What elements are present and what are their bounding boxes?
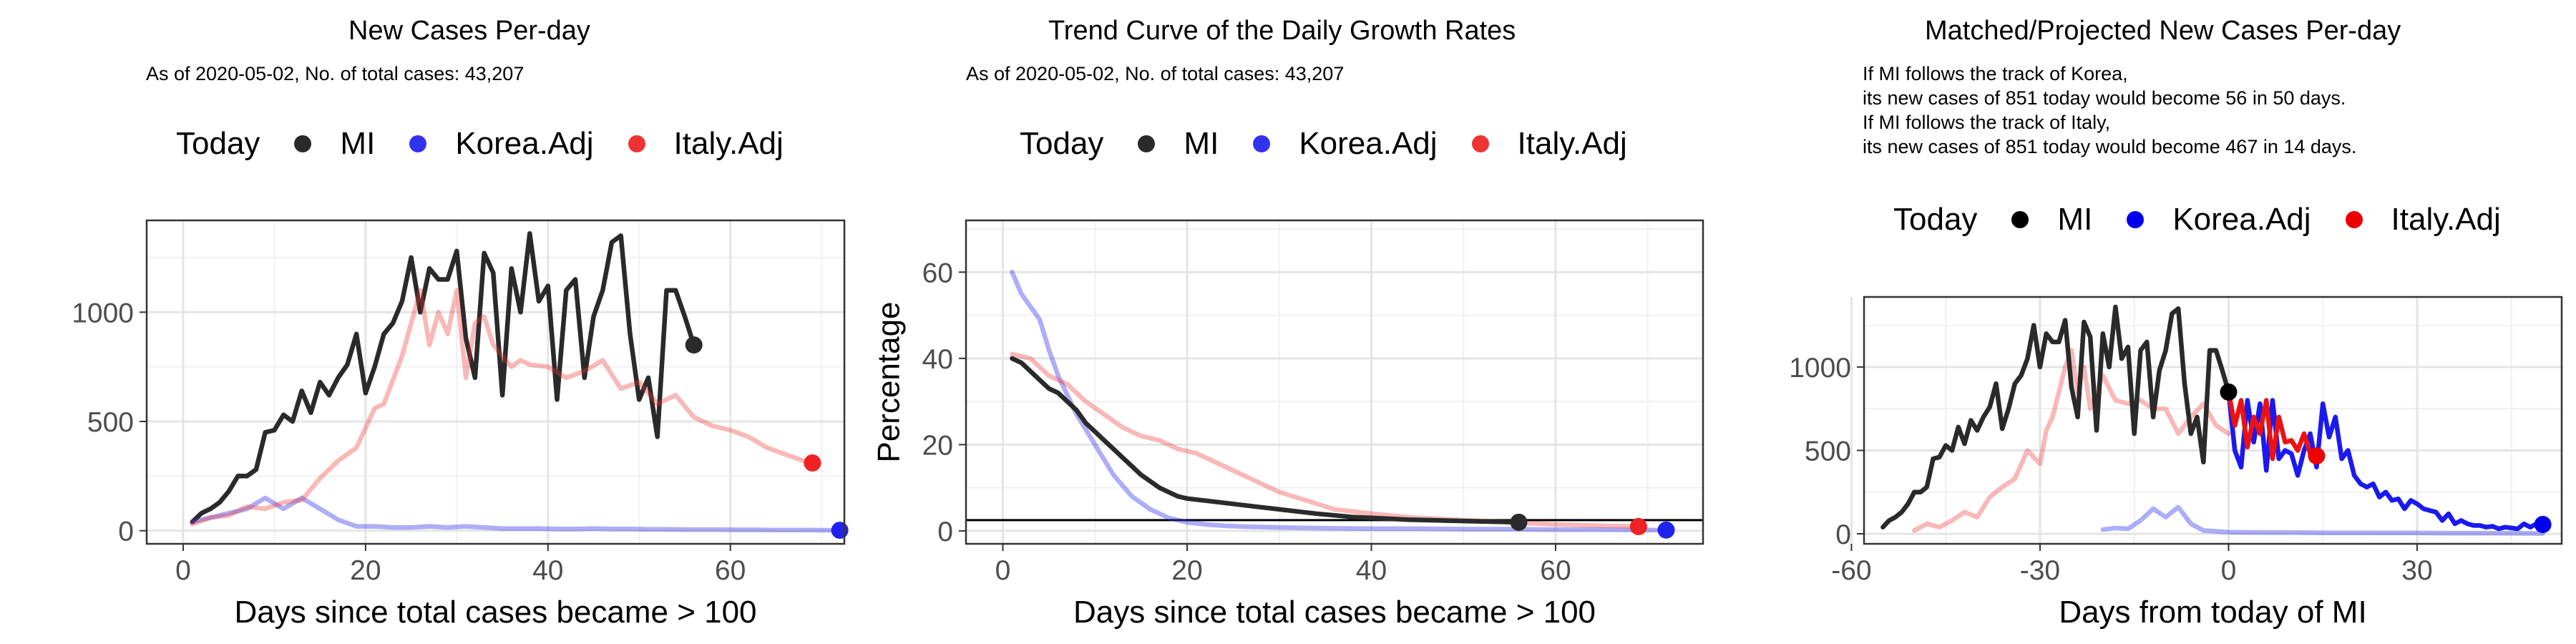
y-tick-label: 500 bbox=[87, 407, 134, 438]
y-tick-label: 60 bbox=[922, 258, 953, 288]
today-point-mi bbox=[685, 336, 703, 354]
projection-note-3: If MI follows the track of Italy, bbox=[1863, 112, 2111, 133]
chart-panel-1: New Cases Per-day As of 2020-05-02, No. … bbox=[0, 0, 859, 644]
legend-title: Today bbox=[1020, 126, 1104, 161]
legend-item-korea: Korea.Adj bbox=[409, 126, 594, 162]
x-tick-label: 40 bbox=[532, 555, 563, 586]
gridlines bbox=[147, 220, 844, 544]
today-point-italy-adj bbox=[804, 454, 821, 472]
growth-rate-plot: 0 20 40 60 0 20 40 60 Days since total cases bec… bbox=[872, 219, 1704, 630]
legend-marker-italy bbox=[1471, 135, 1489, 152]
x-tick-label: 20 bbox=[350, 555, 381, 586]
x-tick-label: 0 bbox=[2221, 555, 2237, 586]
legend-label-italy: Italy.Adj bbox=[2391, 202, 2501, 237]
legend-item-mi: MI bbox=[1138, 126, 1219, 162]
legend-marker-mi bbox=[1138, 135, 1156, 152]
x-tick-label: 20 bbox=[1171, 555, 1202, 586]
y-tick-label: 0 bbox=[937, 517, 953, 547]
projection-note-1: If MI follows the track of Korea, bbox=[1863, 63, 2128, 84]
series-line-korea-adj-past bbox=[2100, 504, 2545, 536]
today-point-italy-adj bbox=[2308, 447, 2326, 465]
legend-marker-korea bbox=[1253, 135, 1271, 152]
gridlines bbox=[1850, 297, 2562, 544]
y-tick-label: 20 bbox=[922, 430, 953, 461]
chart-subtitle: As of 2020-05-02, No. of total cases: 43… bbox=[146, 63, 525, 84]
legend-label-mi: MI bbox=[2057, 202, 2093, 237]
x-tick-label: 0 bbox=[995, 555, 1011, 586]
legend-label-mi: MI bbox=[340, 126, 376, 161]
plot-border bbox=[1863, 296, 2563, 545]
legend-marker-korea bbox=[2127, 211, 2145, 228]
today-point-korea-adj bbox=[2534, 515, 2552, 533]
today-point-mi bbox=[1510, 513, 1528, 531]
x-tick-label: 60 bbox=[1540, 555, 1571, 586]
series-line-mi bbox=[190, 231, 696, 525]
x-axis-label: Days from today of MI bbox=[2059, 595, 2366, 630]
series-line-korea-adj-projected bbox=[2226, 389, 2545, 532]
legend-label-korea: Korea.Adj bbox=[1299, 126, 1438, 161]
projection-note-2: its new cases of 851 today would become … bbox=[1863, 87, 2346, 109]
gridlines bbox=[966, 220, 1703, 544]
legend-label-italy: Italy.Adj bbox=[1517, 126, 1627, 161]
series-line-mi bbox=[1010, 356, 1521, 525]
today-point-korea-adj bbox=[1657, 521, 1675, 539]
legend-marker-korea bbox=[409, 135, 427, 152]
legend-marker-italy bbox=[2345, 211, 2363, 228]
projection-plot: -60 -30 0 30 0 500 1000 Days from today of MI bbox=[1789, 296, 2563, 630]
y-tick-label: 1000 bbox=[72, 298, 134, 328]
legend-title: Today bbox=[1893, 202, 1978, 237]
plot-border bbox=[145, 219, 846, 545]
legend-label-korea: Korea.Adj bbox=[2172, 202, 2311, 237]
chart-panel-2: Trend Curve of the Daily Growth Rates As… bbox=[859, 0, 1717, 644]
chart-legend: Today MI Korea.Adj Italy.Adj bbox=[1020, 126, 1627, 162]
series-line-italy-adj bbox=[190, 288, 815, 527]
x-tick-label: 0 bbox=[175, 555, 191, 586]
series-line-italy-adj-projected bbox=[2226, 389, 2319, 462]
legend-item-korea: Korea.Adj bbox=[1253, 126, 1438, 162]
today-point-mi bbox=[2220, 383, 2238, 401]
x-tick-label: 60 bbox=[715, 555, 746, 586]
chart-legend: Today MI Korea.Adj Italy.Adj bbox=[1893, 202, 2501, 238]
chart-panel-3: Matched/Projected New Cases Per-day If M… bbox=[1717, 0, 2576, 644]
legend-marker-italy bbox=[628, 135, 645, 152]
y-tick-label: 500 bbox=[1805, 436, 1851, 467]
y-tick-label: 0 bbox=[1835, 519, 1851, 550]
legend-label-italy: Italy.Adj bbox=[673, 126, 784, 161]
plot-border bbox=[965, 219, 1704, 545]
y-tick-label: 0 bbox=[118, 517, 134, 547]
series-line-korea-adj bbox=[1010, 270, 1669, 532]
x-axis-label: Days since total cases became > 100 bbox=[1073, 595, 1596, 630]
legend-item-italy: Italy.Adj bbox=[2345, 202, 2501, 238]
series-line-korea-adj bbox=[190, 495, 842, 533]
projection-note-4: its new cases of 851 today would become … bbox=[1863, 136, 2357, 157]
new-cases-plot: 0 20 40 60 0 500 1000 Days since total cases be… bbox=[72, 219, 849, 630]
y-tick-label: 1000 bbox=[1789, 353, 1851, 384]
legend-marker-mi bbox=[2011, 211, 2029, 228]
today-point-korea-adj bbox=[831, 522, 849, 540]
chart-title: New Cases Per-day bbox=[348, 16, 590, 46]
legend-marker-mi bbox=[294, 135, 312, 152]
legend-item-mi: MI bbox=[2011, 202, 2092, 238]
today-point-italy-adj bbox=[1629, 517, 1647, 535]
legend-item-italy: Italy.Adj bbox=[628, 126, 784, 162]
y-tick-label: 40 bbox=[922, 344, 953, 375]
legend-item-mi: MI bbox=[294, 126, 375, 162]
chart-title: Trend Curve of the Daily Growth Rates bbox=[1048, 16, 1516, 46]
x-tick-label: -60 bbox=[1831, 555, 1871, 586]
x-axis-label: Days since total cases became > 100 bbox=[234, 595, 756, 630]
legend-item-italy: Italy.Adj bbox=[1471, 126, 1627, 162]
legend-item-korea: Korea.Adj bbox=[2127, 202, 2311, 238]
chart-legend: Today MI Korea.Adj Italy.Adj bbox=[176, 126, 784, 162]
y-axis-label: Percentage bbox=[872, 301, 907, 462]
chart-title: Matched/Projected New Cases Per-day bbox=[1925, 16, 2401, 46]
chart-subtitle: As of 2020-05-02, No. of total cases: 43… bbox=[966, 63, 1345, 84]
series-line-mi bbox=[1880, 304, 2231, 530]
x-tick-label: -30 bbox=[2020, 555, 2060, 586]
x-tick-label: 40 bbox=[1356, 555, 1387, 586]
x-tick-label: 30 bbox=[2401, 555, 2432, 586]
legend-title: Today bbox=[176, 126, 260, 161]
legend-label-korea: Korea.Adj bbox=[455, 126, 594, 161]
legend-label-mi: MI bbox=[1184, 126, 1219, 161]
